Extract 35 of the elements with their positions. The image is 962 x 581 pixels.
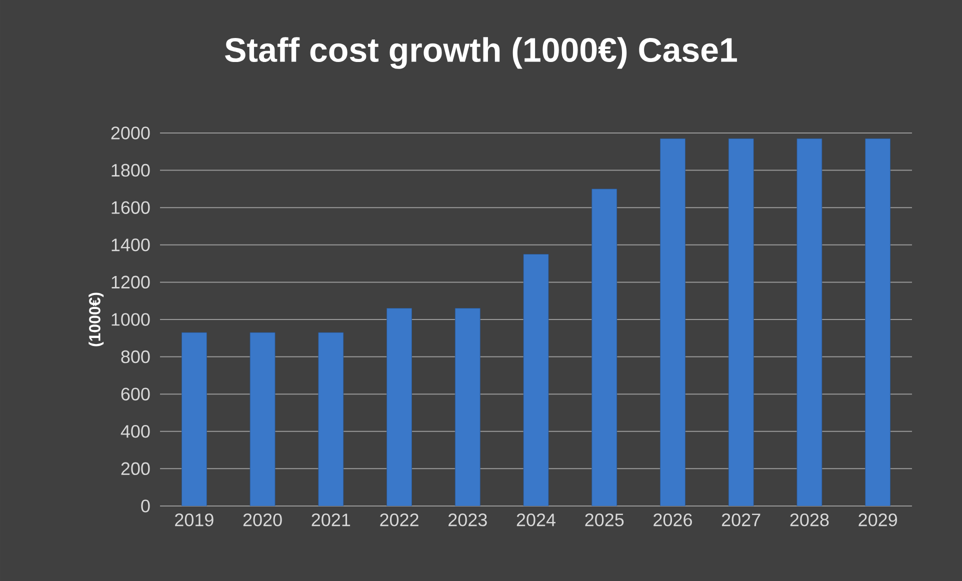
bar: [660, 138, 686, 506]
x-tick-label: 2023: [448, 514, 487, 526]
y-tick-label: 2000: [111, 126, 150, 140]
x-tick-label: 2024: [516, 514, 556, 526]
bar: [181, 332, 207, 506]
y-tick-label: 1200: [112, 276, 150, 289]
y-tick-label: 800: [121, 350, 150, 364]
x-tick-label: 2028: [790, 514, 829, 526]
y-tick-label: 600: [121, 388, 150, 400]
x-tick-label: 2026: [654, 514, 692, 526]
y-tick-label: 1400: [112, 238, 150, 252]
x-tick-label: 2021: [312, 514, 350, 526]
x-tick-label: 2025: [585, 514, 624, 526]
bar: [796, 138, 822, 506]
bar: [592, 188, 618, 506]
bar: [523, 254, 549, 506]
bar: [250, 332, 276, 506]
y-tick-label: 400: [120, 425, 150, 438]
x-tick-label: 2027: [722, 514, 760, 526]
y-axis-title: (1000€): [88, 292, 104, 346]
bar: [454, 308, 480, 506]
y-tick-label: 200: [121, 462, 150, 476]
x-tick-label: 2019: [175, 514, 214, 526]
y-tick-label: 1800: [112, 164, 150, 177]
y-tick-label: 0: [141, 500, 150, 512]
x-tick-label: 2020: [243, 514, 282, 526]
y-tick-label: 1600: [112, 201, 150, 214]
x-tick-label: 2022: [380, 514, 418, 526]
y-tick-label: 1000: [112, 313, 150, 326]
bar: [865, 138, 891, 506]
bar: [728, 138, 754, 506]
x-tick-label: 2029: [858, 514, 897, 526]
bar: [386, 308, 412, 506]
chart-title: Staff cost growth (1000€) Case1: [225, 37, 737, 69]
bar: [318, 332, 344, 506]
